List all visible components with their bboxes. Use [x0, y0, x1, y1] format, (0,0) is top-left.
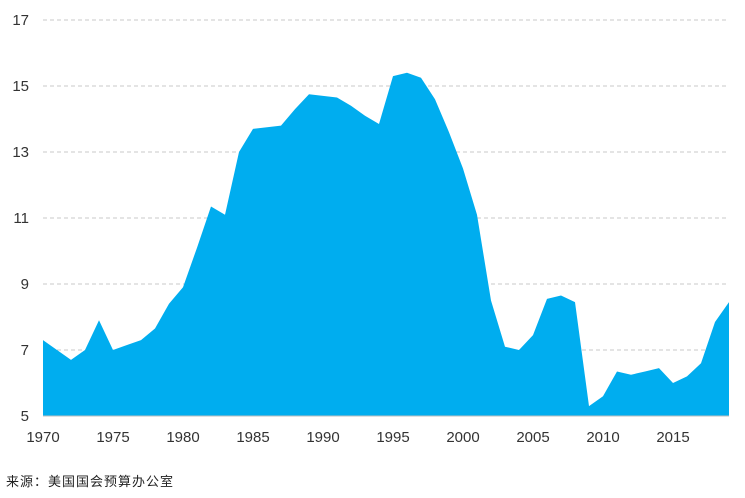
y-tick-labels: 5 7 9 11 13 15 17 — [12, 12, 29, 425]
y-tick-label: 13 — [12, 144, 29, 161]
x-tick-label: 2010 — [586, 429, 619, 446]
x-tick-label: 1995 — [376, 429, 409, 446]
x-tick-label: 1975 — [96, 429, 129, 446]
source-note: 来源：美国国会预算办公室 — [6, 475, 175, 490]
y-tick-label: 11 — [13, 210, 29, 227]
x-tick-label: 1970 — [26, 429, 59, 446]
x-tick-label: 2000 — [446, 429, 479, 446]
x-tick-label: 1980 — [166, 429, 199, 446]
y-tick-label: 5 — [21, 408, 29, 425]
y-tick-label: 7 — [21, 342, 29, 359]
x-tick-labels: 1970 1975 1980 1985 1990 1995 2000 2005 2010 2015 — [26, 429, 689, 446]
x-tick-label: 2015 — [656, 429, 689, 446]
x-tick-label: 1985 — [236, 429, 269, 446]
y-tick-label: 17 — [12, 12, 29, 29]
area-series — [43, 72, 729, 417]
x-tick-label: 2005 — [516, 429, 549, 446]
x-tick-label: 1990 — [306, 429, 339, 446]
y-tick-label: 9 — [21, 276, 29, 293]
y-tick-label: 15 — [12, 78, 29, 95]
